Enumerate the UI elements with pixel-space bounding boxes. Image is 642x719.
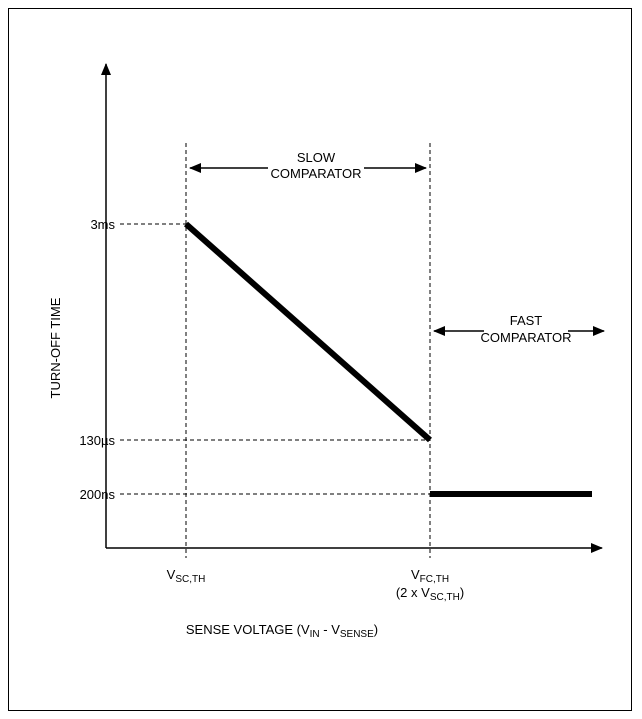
y-tick-3ms: 3ms	[90, 217, 115, 232]
x-axis-label: SENSE VOLTAGE (VIN - VSENSE)	[186, 622, 378, 640]
y-axis-label: TURN-OFF TIME	[48, 297, 63, 398]
figure-frame	[8, 8, 632, 711]
x-tick-vsc: VSC,TH	[167, 567, 206, 585]
fast-label-line2: COMPARATOR	[480, 330, 571, 345]
y-tick-130us: 130µs	[79, 433, 115, 448]
slow-label-line2: COMPARATOR	[270, 166, 361, 181]
slow-label-line1: SLOW	[297, 150, 336, 165]
y-tick-200ns: 200ns	[80, 487, 116, 502]
x-tick-vfc-note: (2 x VSC,TH)	[396, 585, 464, 603]
fast-label-line1: FAST	[510, 313, 543, 328]
series-slow-comparator	[184, 221, 432, 443]
x-tick-vfc: VFC,TH	[411, 567, 449, 585]
